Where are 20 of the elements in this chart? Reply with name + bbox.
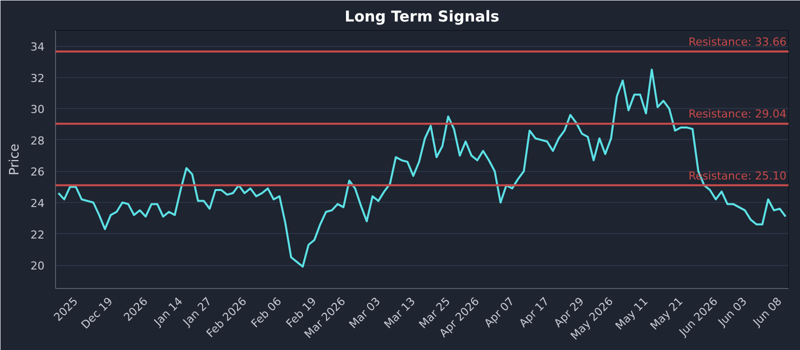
y-tick-label: 22 (30, 228, 45, 242)
ref-line-label: Resistance: 33.66 (688, 35, 786, 48)
chart-title: Long Term Signals (344, 8, 500, 26)
ref-line-label: Resistance: 29.04 (688, 108, 786, 121)
y-tick-label: 34 (30, 40, 45, 54)
x-tick-label: Feb 06 (248, 294, 284, 330)
y-tick-label: 20 (30, 260, 45, 273)
y-tick-label: 24 (30, 197, 45, 210)
y-axis-title: Price (8, 144, 23, 176)
x-tick-label: Apr 17 (516, 294, 552, 330)
x-tick-label: Mar 03 (346, 294, 383, 332)
y-tick-label: 28 (30, 134, 45, 148)
y-tick-label: 26 (30, 166, 45, 179)
x-tick-label: Jun 08 (750, 294, 784, 330)
x-tick-label: Mar 13 (382, 294, 418, 332)
x-tick-label: Apr 07 (482, 294, 517, 330)
line-series (57, 68, 787, 268)
x-tick-label: Dec 19 (78, 294, 116, 332)
y-tick-label: 32 (30, 72, 45, 85)
y-tick-label: 30 (30, 103, 45, 116)
